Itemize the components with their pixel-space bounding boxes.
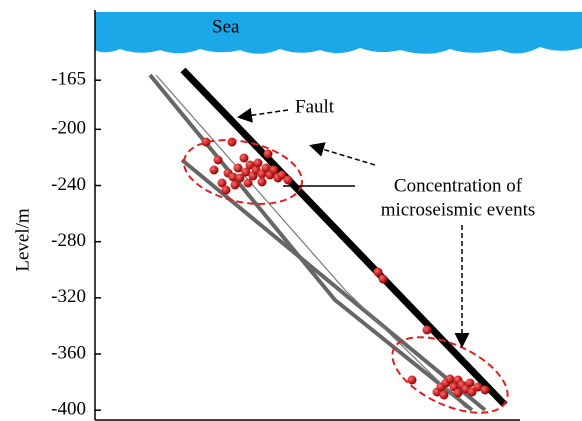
event-dot — [408, 376, 417, 385]
chart: Sea Fault Concentration of microseismic … — [0, 0, 582, 421]
event-dot — [234, 164, 243, 173]
event-dot — [240, 154, 249, 163]
y-tick-label: -400 — [51, 399, 86, 420]
event-dot — [454, 389, 463, 398]
event-dot — [468, 388, 477, 397]
y-tick-label: -280 — [51, 230, 86, 251]
event-dot — [379, 275, 388, 284]
event-dot — [222, 186, 231, 195]
y-tick-label: -240 — [51, 174, 86, 195]
event-dot — [244, 179, 253, 188]
event-dot — [481, 386, 490, 395]
fault-label: Fault — [295, 96, 335, 117]
event-dot — [446, 375, 455, 384]
y-tick-label: -165 — [51, 69, 86, 90]
event-dot — [440, 391, 449, 400]
event-dot — [210, 166, 219, 175]
arrow — [312, 146, 375, 165]
y-tick-label: -320 — [51, 286, 86, 307]
event-dot — [228, 138, 237, 147]
sea — [95, 12, 582, 54]
y-tick-label: -360 — [51, 342, 86, 363]
boundary-line — [182, 160, 485, 410]
event-dot — [258, 178, 267, 187]
fault-line — [183, 70, 505, 405]
event-dot — [270, 166, 279, 175]
event-dot — [254, 159, 263, 168]
cluster-ellipse — [381, 322, 519, 421]
y-axis-label: Level/m — [12, 208, 33, 272]
arrow — [240, 110, 288, 117]
event-dot — [231, 181, 240, 190]
event-dot — [214, 156, 223, 165]
event-dot — [264, 150, 273, 159]
annotation: microseismic events — [381, 199, 536, 220]
event-dot — [466, 379, 475, 388]
annotation: Concentration of — [394, 175, 523, 196]
y-tick-label: -200 — [51, 118, 86, 139]
event-dot — [423, 326, 432, 335]
event-dot — [284, 176, 293, 185]
sea-label: Sea — [212, 16, 240, 37]
